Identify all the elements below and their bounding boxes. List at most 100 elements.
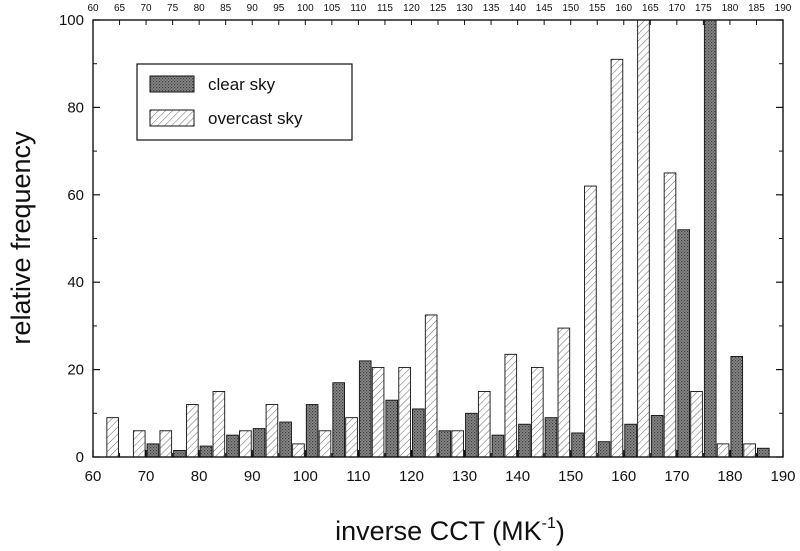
bar-clear-sky-140 — [518, 423, 531, 458]
bar-overcast-sky-85 — [212, 391, 226, 458]
bar-overcast-sky-90 — [239, 430, 252, 458]
bar-overcast-sky-80 — [186, 404, 199, 458]
y-tick-label-100: 100 — [59, 12, 84, 29]
bar-overcast-sky-145 — [531, 366, 544, 458]
bar-clear-sky-125 — [438, 430, 452, 458]
bar-clear-sky-110 — [358, 360, 372, 458]
x-tick-label-60: 60 — [85, 468, 102, 485]
x-top-tick-label-70: 70 — [141, 3, 153, 14]
bar-overcast-sky-115 — [371, 366, 385, 458]
bar-clear-sky-100 — [305, 404, 319, 458]
x-top-tick-label-135: 135 — [483, 3, 500, 14]
x-top-tick-label-185: 185 — [748, 3, 765, 14]
bar-clear-sky-90 — [252, 428, 266, 458]
legend: clear sky overcast sky — [136, 63, 353, 141]
legend-label-overcast-sky: overcast sky — [208, 109, 303, 128]
bar-overcast-sky-95 — [265, 404, 279, 458]
bar-overcast-sky-125 — [424, 314, 438, 458]
x-top-tick-label-95: 95 — [273, 3, 285, 14]
x-top-tick-label-105: 105 — [324, 3, 341, 14]
bar-overcast-sky-140 — [504, 353, 518, 458]
y-tick-label-60: 60 — [67, 187, 84, 204]
y-tick-label-80: 80 — [67, 99, 84, 116]
bar-clear-sky-130 — [465, 412, 478, 458]
x-top-tick-label-175: 175 — [695, 3, 712, 14]
x-top-tick-label-110: 110 — [350, 3, 366, 14]
x-top-tick-label-65: 65 — [114, 3, 126, 14]
x-tick-label-190: 190 — [770, 468, 795, 485]
bar-clear-sky-75 — [173, 449, 186, 458]
bar-clear-sky-80 — [199, 445, 213, 458]
bar-clear-sky-165 — [650, 415, 664, 458]
x-tick-label-100: 100 — [293, 468, 318, 485]
legend-swatch-clear-sky — [149, 75, 195, 93]
x-tick-label-170: 170 — [664, 468, 689, 485]
bar-clear-sky-135 — [491, 434, 505, 458]
x-tick-label-130: 130 — [452, 468, 477, 485]
y-tick-label-20: 20 — [67, 362, 84, 379]
bar-clear-sky-170 — [677, 229, 690, 458]
bar-clear-sky-70 — [146, 443, 160, 458]
bar-clear-sky-185 — [757, 447, 770, 458]
x-top-tick-label-100: 100 — [297, 3, 314, 14]
bar-clear-sky-180 — [730, 356, 744, 458]
x-top-tick-label-115: 115 — [377, 3, 393, 14]
y-axis-title: relative frequency — [6, 131, 36, 345]
x-top-tick-label-160: 160 — [615, 3, 632, 14]
x-top-tick-label-90: 90 — [247, 3, 259, 14]
x-top-tick-label-85: 85 — [220, 3, 232, 14]
x-top-tick-label-140: 140 — [509, 3, 526, 14]
tick-labels: 60 70 80 90 100 110 120 130 140 150 160 170 180 190 60… — [59, 3, 796, 485]
bar-overcast-sky-100 — [292, 443, 305, 458]
legend-swatch-overcast-sky — [149, 109, 195, 127]
x-top-tick-label-150: 150 — [562, 3, 579, 14]
x-tick-label-140: 140 — [505, 468, 530, 485]
bar-overcast-sky-175 — [690, 391, 703, 458]
bar-overcast-sky-160 — [610, 58, 624, 458]
x-tick-label-150: 150 — [558, 468, 583, 485]
y-tick-label-40: 40 — [67, 274, 84, 291]
bar-overcast-sky-150 — [557, 327, 571, 458]
bar-clear-sky-85 — [226, 434, 239, 458]
bar-clear-sky-115 — [385, 399, 399, 458]
bar-clear-sky-155 — [597, 441, 611, 458]
bar-clear-sky-105 — [332, 382, 345, 458]
x-top-tick-label-165: 165 — [642, 3, 659, 14]
bar-clear-sky-150 — [571, 432, 584, 458]
bar-overcast-sky-120 — [398, 366, 411, 458]
bar-overcast-sky-170 — [663, 172, 677, 458]
x-top-tick-label-75: 75 — [167, 3, 179, 14]
bar-clear-sky-120 — [412, 408, 425, 458]
bar-clear-sky-175 — [703, 19, 717, 458]
x-tick-label-160: 160 — [611, 468, 636, 485]
x-top-tick-label-145: 145 — [536, 3, 553, 14]
x-top-tick-label-190: 190 — [775, 3, 792, 14]
bar-clear-sky-95 — [279, 421, 292, 458]
x-top-tick-label-170: 170 — [669, 3, 686, 14]
x-tick-label-120: 120 — [399, 468, 424, 485]
x-tick-label-70: 70 — [138, 468, 155, 485]
bar-overcast-sky-135 — [477, 391, 491, 458]
x-axis-title: inverse CCT (MK-1) — [335, 515, 565, 546]
x-tick-label-80: 80 — [191, 468, 208, 485]
x-top-tick-label-155: 155 — [589, 3, 606, 14]
bar-overcast-sky-155 — [584, 185, 597, 458]
x-axis-title-superscript: -1 — [542, 515, 556, 532]
bar-overcast-sky-75 — [159, 430, 173, 458]
bar-overcast-sky-165 — [637, 19, 650, 458]
x-top-tick-label-60: 60 — [87, 3, 99, 14]
bar-clear-sky-145 — [544, 417, 558, 458]
x-top-tick-label-125: 125 — [430, 3, 447, 14]
x-tick-label-180: 180 — [717, 468, 742, 485]
x-axis-title-close: ) — [556, 516, 565, 546]
bar-overcast-sky-185 — [743, 443, 756, 458]
bar-overcast-sky-105 — [318, 430, 332, 458]
bar-overcast-sky-65 — [106, 417, 119, 458]
x-axis-title-main: inverse CCT (MK — [335, 516, 542, 546]
x-tick-label-90: 90 — [244, 468, 261, 485]
plot-frame — [92, 19, 784, 458]
x-top-tick-label-180: 180 — [722, 3, 739, 14]
bar-overcast-sky-70 — [132, 430, 146, 458]
bar-overcast-sky-180 — [716, 443, 730, 458]
